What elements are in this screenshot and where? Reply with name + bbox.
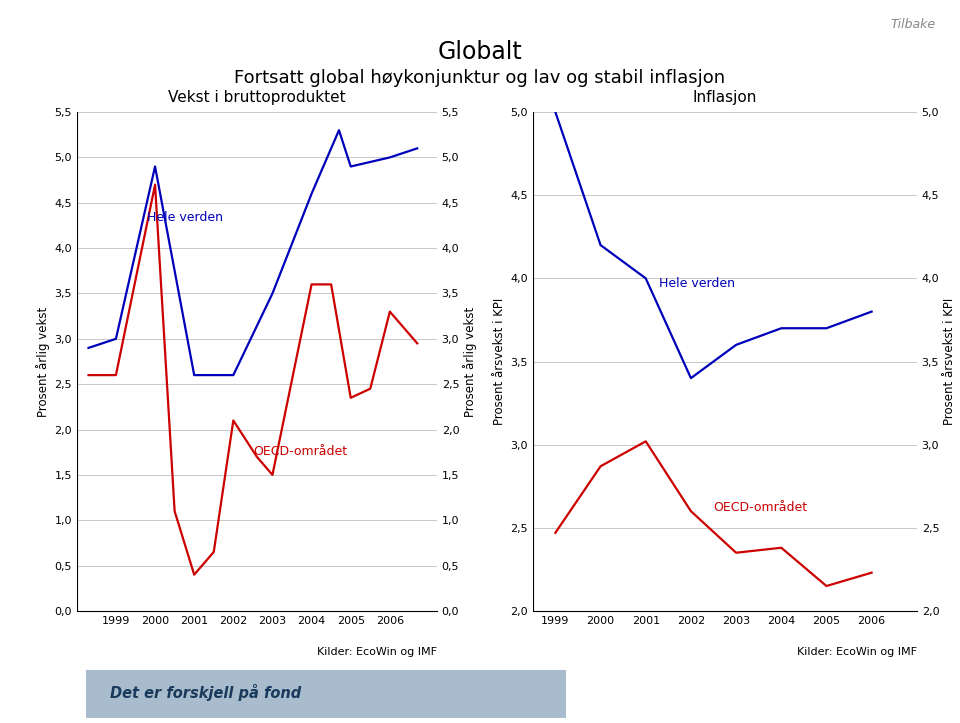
Text: Kilder: EcoWin og IMF: Kilder: EcoWin og IMF [797,647,917,657]
Text: Tilbake: Tilbake [891,18,936,31]
Y-axis label: Prosent årlig vekst: Prosent årlig vekst [36,307,50,416]
Text: OECD-området: OECD-området [713,501,807,514]
Text: OECD-området: OECD-området [252,445,347,458]
Text: Fortsatt global høykonjunktur og lav og stabil inflasjon: Fortsatt global høykonjunktur og lav og … [234,69,726,87]
Bar [86,670,566,718]
Text: Hele verden: Hele verden [660,277,735,290]
Y-axis label: Prosent årsvekst i KPI: Prosent årsvekst i KPI [493,298,506,425]
Text: Det er forskjell på fond: Det er forskjell på fond [110,684,301,701]
Y-axis label: Prosent årsvekst i KPI: Prosent årsvekst i KPI [944,298,956,425]
Y-axis label: Prosent årlig vekst: Prosent årlig vekst [464,307,477,416]
Text: Kilder: EcoWin og IMF: Kilder: EcoWin og IMF [317,647,437,657]
Title: Vekst i bruttoproduktet: Vekst i bruttoproduktet [168,90,346,106]
Title: Inflasjon: Inflasjon [692,90,757,106]
Text: Hele verden: Hele verden [147,211,224,224]
Text: Globalt: Globalt [438,40,522,64]
